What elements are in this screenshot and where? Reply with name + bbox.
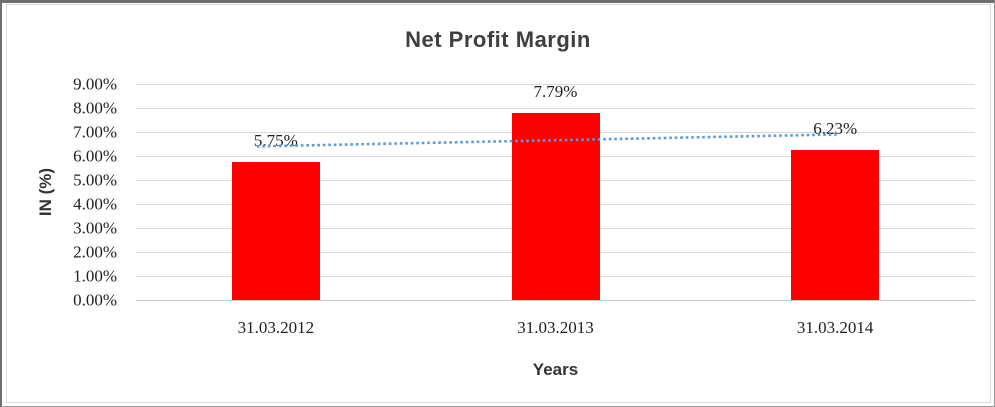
x-category-label: 31.03.2012 [237, 318, 315, 337]
y-tick-label: 7.00% [73, 122, 117, 142]
y-tick-label: 3.00% [73, 218, 117, 238]
x-axis-line [136, 299, 975, 301]
y-tick-label: 9.00% [73, 74, 117, 94]
gridline [136, 107, 975, 109]
bar [231, 162, 320, 300]
chart-title: Net Profit Margin [405, 27, 591, 52]
x-axis-title: Years [532, 360, 579, 379]
bar [791, 150, 880, 300]
bar-data-label: 6.23% [813, 119, 858, 139]
bar-data-label: 7.79% [533, 82, 578, 102]
bar [511, 113, 600, 300]
y-tick-label: 4.00% [73, 194, 117, 214]
y-tick-label: 5.00% [73, 170, 117, 190]
y-tick-label: 2.00% [73, 242, 117, 262]
y-tick-label: 6.00% [73, 146, 117, 166]
y-tick-label: 0.00% [73, 290, 117, 310]
plot-area: 5.75% 7.79% 6.23% [136, 82, 975, 301]
y-tick-label: 1.00% [73, 266, 117, 286]
x-category-label: 31.03.2013 [517, 318, 594, 337]
gridline [136, 83, 975, 85]
bar-data-label: 5.75% [253, 131, 298, 150]
y-tick-label: 8.00% [73, 98, 117, 118]
x-category-label: 31.03.2014 [796, 318, 874, 337]
